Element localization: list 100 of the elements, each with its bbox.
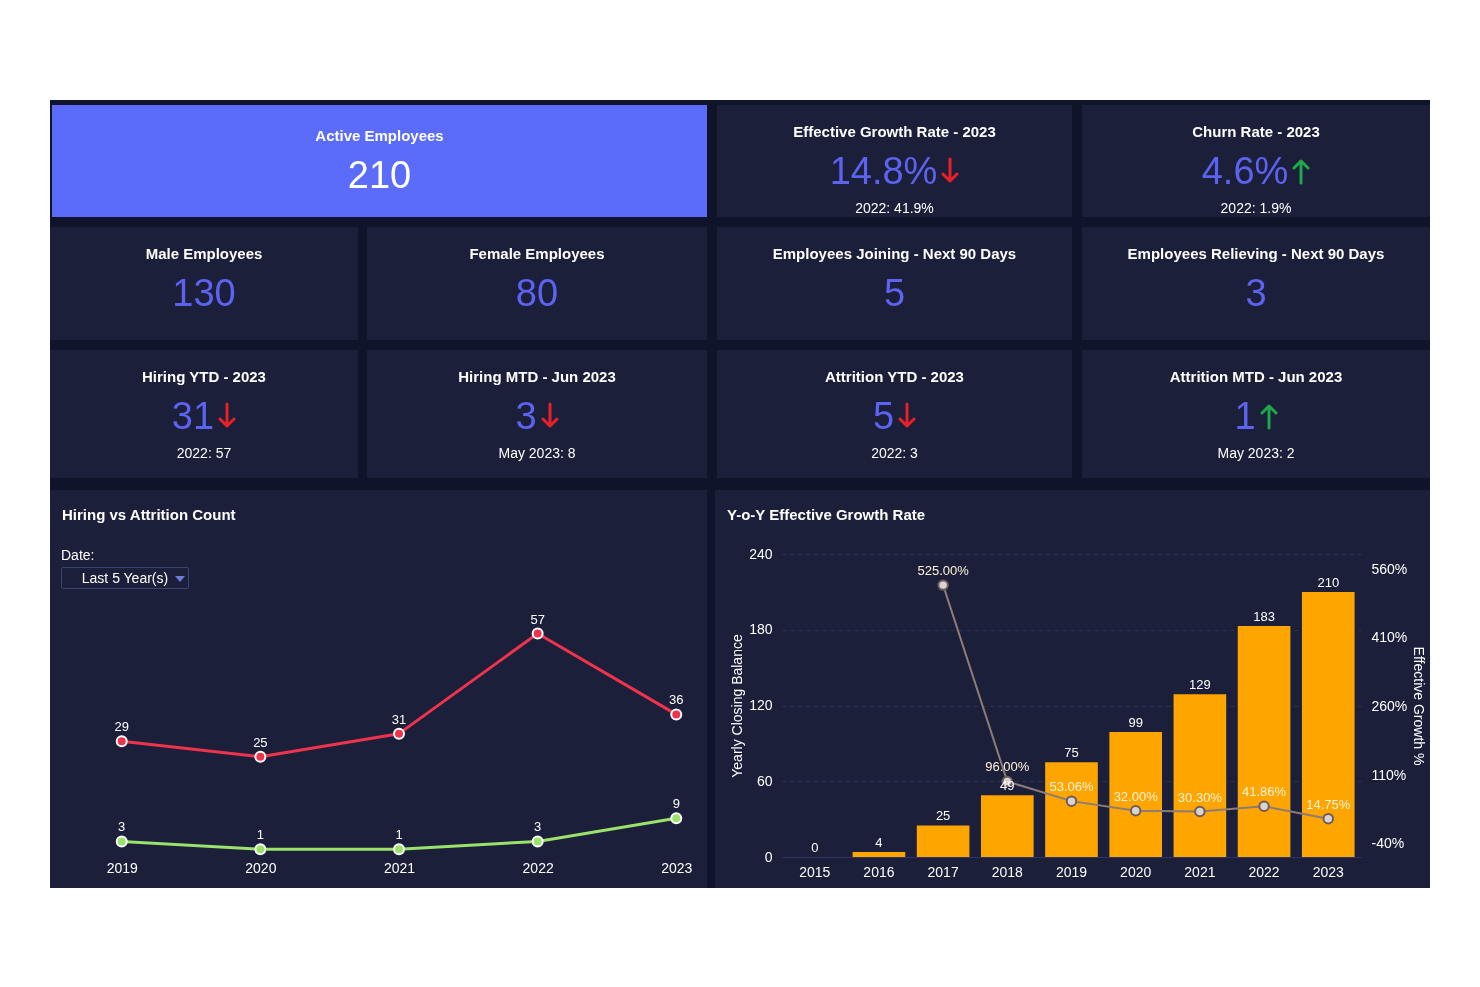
data-label: 4 xyxy=(875,834,883,850)
text: 3 xyxy=(515,395,537,437)
point xyxy=(392,727,405,740)
chart-title: Y-o-Y Effective Growth Rate xyxy=(727,506,926,523)
data-label: 14.75% xyxy=(1306,796,1351,812)
chart-title: Hiring vs Attrition Count xyxy=(62,506,236,523)
text: Active Employees xyxy=(314,127,445,144)
point xyxy=(1322,812,1335,825)
text: 2022: 1.9% xyxy=(1219,200,1293,216)
text: Churn Rate - 2023 xyxy=(1191,123,1321,140)
text: Employees Relieving - Next 90 Days xyxy=(1126,245,1386,262)
data-label: 25 xyxy=(252,734,268,750)
data-label: 3 xyxy=(117,819,125,835)
x-tick-label: 2022 xyxy=(1248,863,1280,880)
text: 5 xyxy=(872,395,895,437)
point xyxy=(1194,805,1206,818)
data-label: 32.00% xyxy=(1113,788,1159,804)
x-tick-label: 2023 xyxy=(660,859,693,876)
x-tick-label: 2017 xyxy=(927,863,959,880)
y-tick-label: 60 xyxy=(756,772,773,789)
x-tick-label: 2019 xyxy=(1055,863,1088,880)
x-tick-label: 2016 xyxy=(863,863,895,880)
text: 31 xyxy=(171,395,215,437)
data-label: 0 xyxy=(811,840,819,855)
data-label: 210 xyxy=(1317,574,1340,590)
data-label: 9 xyxy=(672,796,680,812)
point xyxy=(1065,795,1078,807)
bar xyxy=(1045,762,1098,857)
bar xyxy=(980,795,1034,857)
bar xyxy=(916,825,970,857)
data-label: 53.06% xyxy=(1049,779,1094,795)
text: 4.6% xyxy=(1201,150,1289,192)
data-label: 1 xyxy=(256,827,264,843)
text: 80 xyxy=(515,272,559,314)
bar xyxy=(852,851,906,857)
data-label: 99 xyxy=(1128,715,1143,731)
point xyxy=(253,843,266,856)
point xyxy=(392,843,405,856)
data-label: 57 xyxy=(529,611,545,627)
point xyxy=(115,735,128,748)
point xyxy=(531,835,544,848)
x-tick-label: 2021 xyxy=(383,859,415,876)
text: May 2023: 2 xyxy=(1216,445,1296,461)
bar xyxy=(1109,732,1163,857)
text: Hiring YTD - 2023 xyxy=(141,368,267,385)
point xyxy=(253,750,266,763)
y2-tick-label: 110% xyxy=(1371,766,1407,783)
bar xyxy=(1237,625,1291,857)
x-tick-label: 2022 xyxy=(522,859,554,876)
point xyxy=(115,835,128,848)
y2-axis-title: Effective Growth % xyxy=(1411,646,1428,766)
data-label: 525.00% xyxy=(917,563,970,579)
data-label: 3 xyxy=(533,819,541,835)
data-label: 25 xyxy=(935,808,951,824)
y2-tick-label: 260% xyxy=(1371,697,1408,714)
y-tick-label: 180 xyxy=(749,621,773,638)
text: 130 xyxy=(172,272,236,314)
data-label: 41.86% xyxy=(1242,784,1287,800)
text: Employees Joining - Next 90 Days xyxy=(771,245,1018,262)
text: 2022: 41.9% xyxy=(854,200,935,216)
data-label: 31 xyxy=(391,711,406,727)
point xyxy=(669,812,682,825)
text: 2022: 3 xyxy=(870,445,919,461)
point xyxy=(669,708,682,721)
point xyxy=(531,627,544,640)
text: 2022: 57 xyxy=(175,445,233,461)
data-label: 30.30% xyxy=(1177,789,1223,805)
text: 210 xyxy=(347,154,412,196)
x-tick-label: 2018 xyxy=(991,863,1024,880)
text: Female Employees xyxy=(468,245,606,262)
data-label: 1 xyxy=(394,827,403,843)
x-tick-label: 2015 xyxy=(799,863,831,880)
data-label: 75 xyxy=(1064,745,1079,761)
bar xyxy=(1301,591,1355,857)
text: 3 xyxy=(1245,272,1267,314)
y2-tick-label: 560% xyxy=(1371,560,1408,577)
text: Date: xyxy=(61,547,95,563)
data-label: 29 xyxy=(113,719,129,735)
x-tick-label: 2020 xyxy=(1120,863,1152,880)
text: 1 xyxy=(1234,395,1256,437)
point xyxy=(937,579,949,591)
data-label: 96.00% xyxy=(985,759,1030,775)
data-label: 183 xyxy=(1253,608,1275,624)
text: 5 xyxy=(883,272,906,314)
text: Attrition YTD - 2023 xyxy=(824,368,965,385)
y-tick-label: 0 xyxy=(764,848,773,865)
text: 14.8% xyxy=(829,150,938,192)
y-tick-label: 120 xyxy=(749,697,773,713)
point xyxy=(1129,805,1142,817)
x-tick-label: 2023 xyxy=(1312,863,1345,880)
date-dropdown[interactable]: Last 5 Year(s) xyxy=(61,567,189,589)
x-tick-label: 2021 xyxy=(1184,863,1216,880)
y-tick-label: 240 xyxy=(749,545,773,562)
text: Hiring MTD - Jun 2023 xyxy=(457,368,617,385)
data-label: 36 xyxy=(668,692,684,708)
text: Attrition MTD - Jun 2023 xyxy=(1168,368,1344,385)
text: Effective Growth Rate - 2023 xyxy=(792,123,997,140)
text: May 2023: 8 xyxy=(497,445,577,461)
bar xyxy=(1173,694,1227,857)
y-axis-title: Yearly Closing Balance xyxy=(729,634,746,778)
